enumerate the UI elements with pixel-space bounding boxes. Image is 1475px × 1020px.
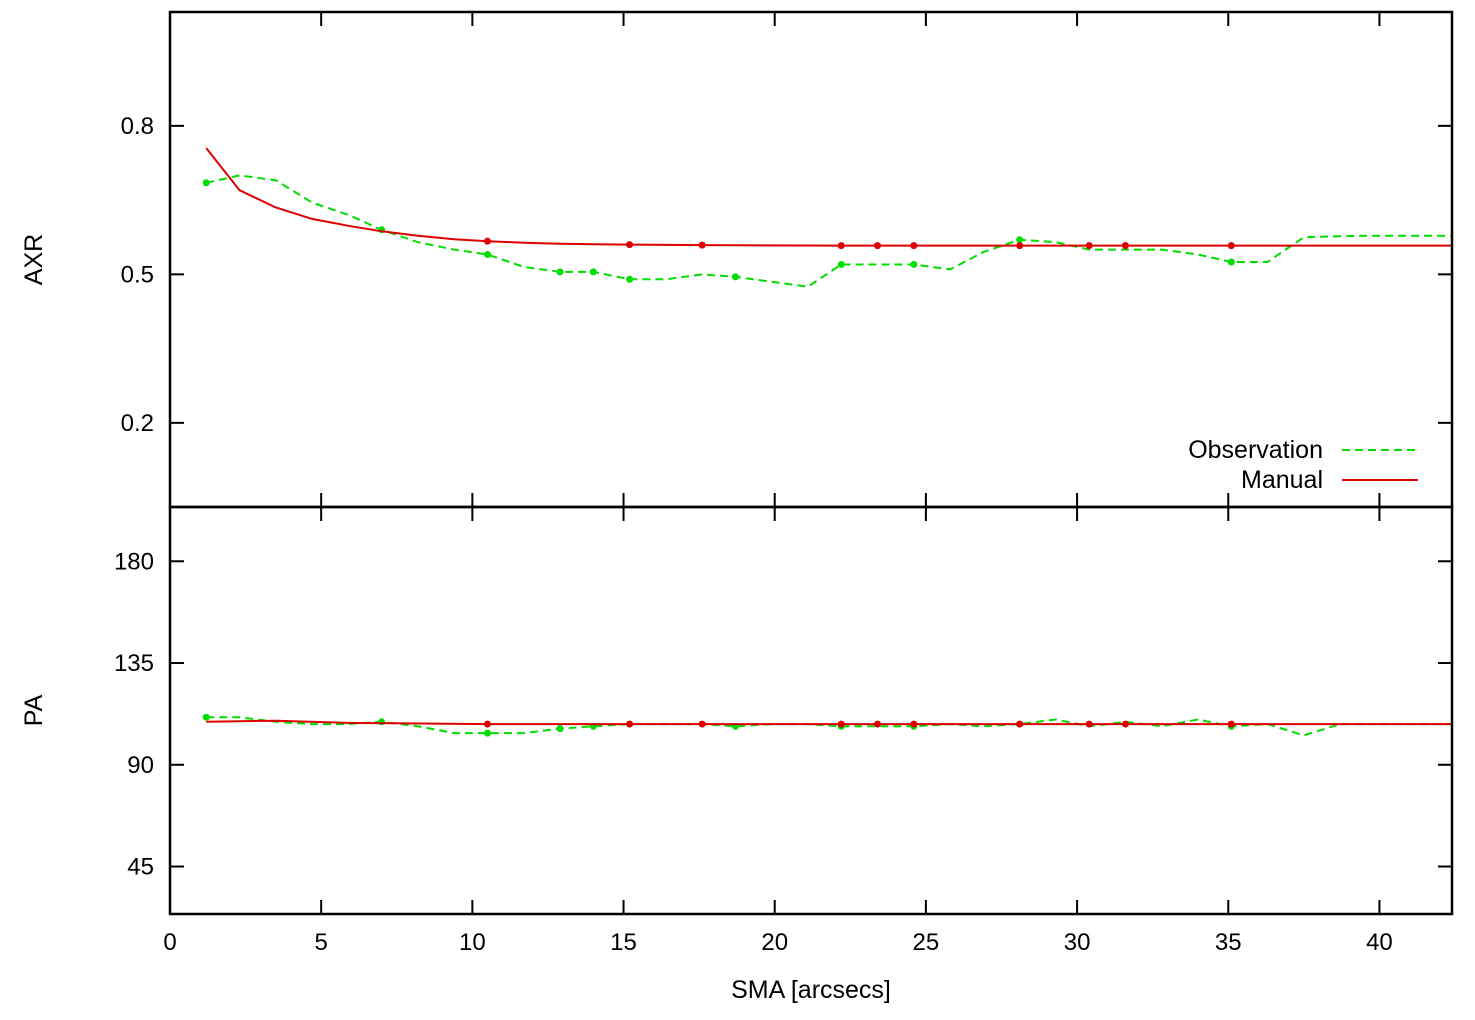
y-tick-label: 90 — [127, 752, 154, 779]
data-point-observation — [1016, 236, 1024, 244]
data-point-manual — [483, 237, 491, 245]
data-point-observation — [556, 725, 564, 733]
data-point-manual — [483, 720, 491, 728]
data-point-manual — [626, 720, 634, 728]
x-tick-label: 15 — [610, 929, 637, 956]
y-tick-label: 45 — [127, 854, 154, 881]
y-axis-label: PA — [20, 694, 48, 726]
y-tick-label: 0.5 — [121, 261, 154, 288]
data-point-manual — [1085, 242, 1093, 250]
plot-panel-pa: 45 90 135 180 PA 0 5 10 15 20 25 30 35 40 SMA [arcsecs… — [20, 505, 1454, 1004]
data-point-manual — [1227, 720, 1235, 728]
data-point-observation — [1227, 258, 1235, 266]
data-point-observation — [837, 260, 845, 268]
data-point-observation — [731, 273, 739, 281]
data-point-manual — [1016, 720, 1024, 728]
data-point-observation — [378, 718, 386, 726]
x-tick-label: 20 — [761, 929, 788, 956]
data-point-manual — [1121, 242, 1129, 250]
x-tick-label: 10 — [459, 929, 486, 956]
data-point-observation — [483, 729, 491, 737]
data-point-observation — [626, 275, 634, 283]
y-tick-label: 0.8 — [121, 113, 154, 140]
legend-label-manual: Manual — [1241, 466, 1323, 494]
data-point-manual — [1227, 242, 1235, 250]
series-line-manual — [206, 719, 1452, 726]
x-axis-label: SMA [arcsecs] — [731, 976, 891, 1004]
y-tick-label: 135 — [114, 650, 154, 677]
x-tick-label: 30 — [1064, 929, 1091, 956]
x-tick-label: 5 — [314, 929, 327, 956]
data-point-observation — [202, 713, 210, 721]
data-point-manual — [874, 242, 882, 250]
data-point-manual — [1121, 720, 1129, 728]
data-point-manual — [837, 242, 845, 250]
data-point-manual — [837, 720, 845, 728]
data-point-manual — [910, 720, 918, 728]
y-tick-label: 0.2 — [121, 410, 154, 437]
x-tick-label: 25 — [913, 929, 940, 956]
data-point-observation — [910, 260, 918, 268]
data-point-manual — [1016, 242, 1024, 250]
data-point-observation — [556, 268, 564, 276]
data-point-observation — [202, 179, 210, 187]
data-point-manual — [1085, 720, 1093, 728]
data-point-observation — [589, 268, 597, 276]
data-point-manual — [698, 241, 706, 249]
y-tick-label: 180 — [114, 548, 154, 575]
x-tick-label: 35 — [1215, 929, 1242, 956]
series-line-observation — [206, 174, 1452, 288]
x-tick-label: 0 — [163, 929, 176, 956]
data-point-manual — [910, 242, 918, 250]
data-point-manual — [698, 720, 706, 728]
legend-label-observation: Observation — [1188, 436, 1323, 464]
plot-frame — [168, 10, 1454, 509]
data-point-manual — [626, 241, 634, 249]
y-axis-label: AXR — [20, 234, 48, 285]
x-tick-label: 40 — [1366, 929, 1393, 956]
plot-frame — [168, 505, 1454, 916]
series-line-observation — [206, 716, 1452, 737]
data-point-observation — [483, 251, 491, 259]
series-line-manual — [205, 147, 1452, 247]
data-point-manual — [874, 720, 882, 728]
